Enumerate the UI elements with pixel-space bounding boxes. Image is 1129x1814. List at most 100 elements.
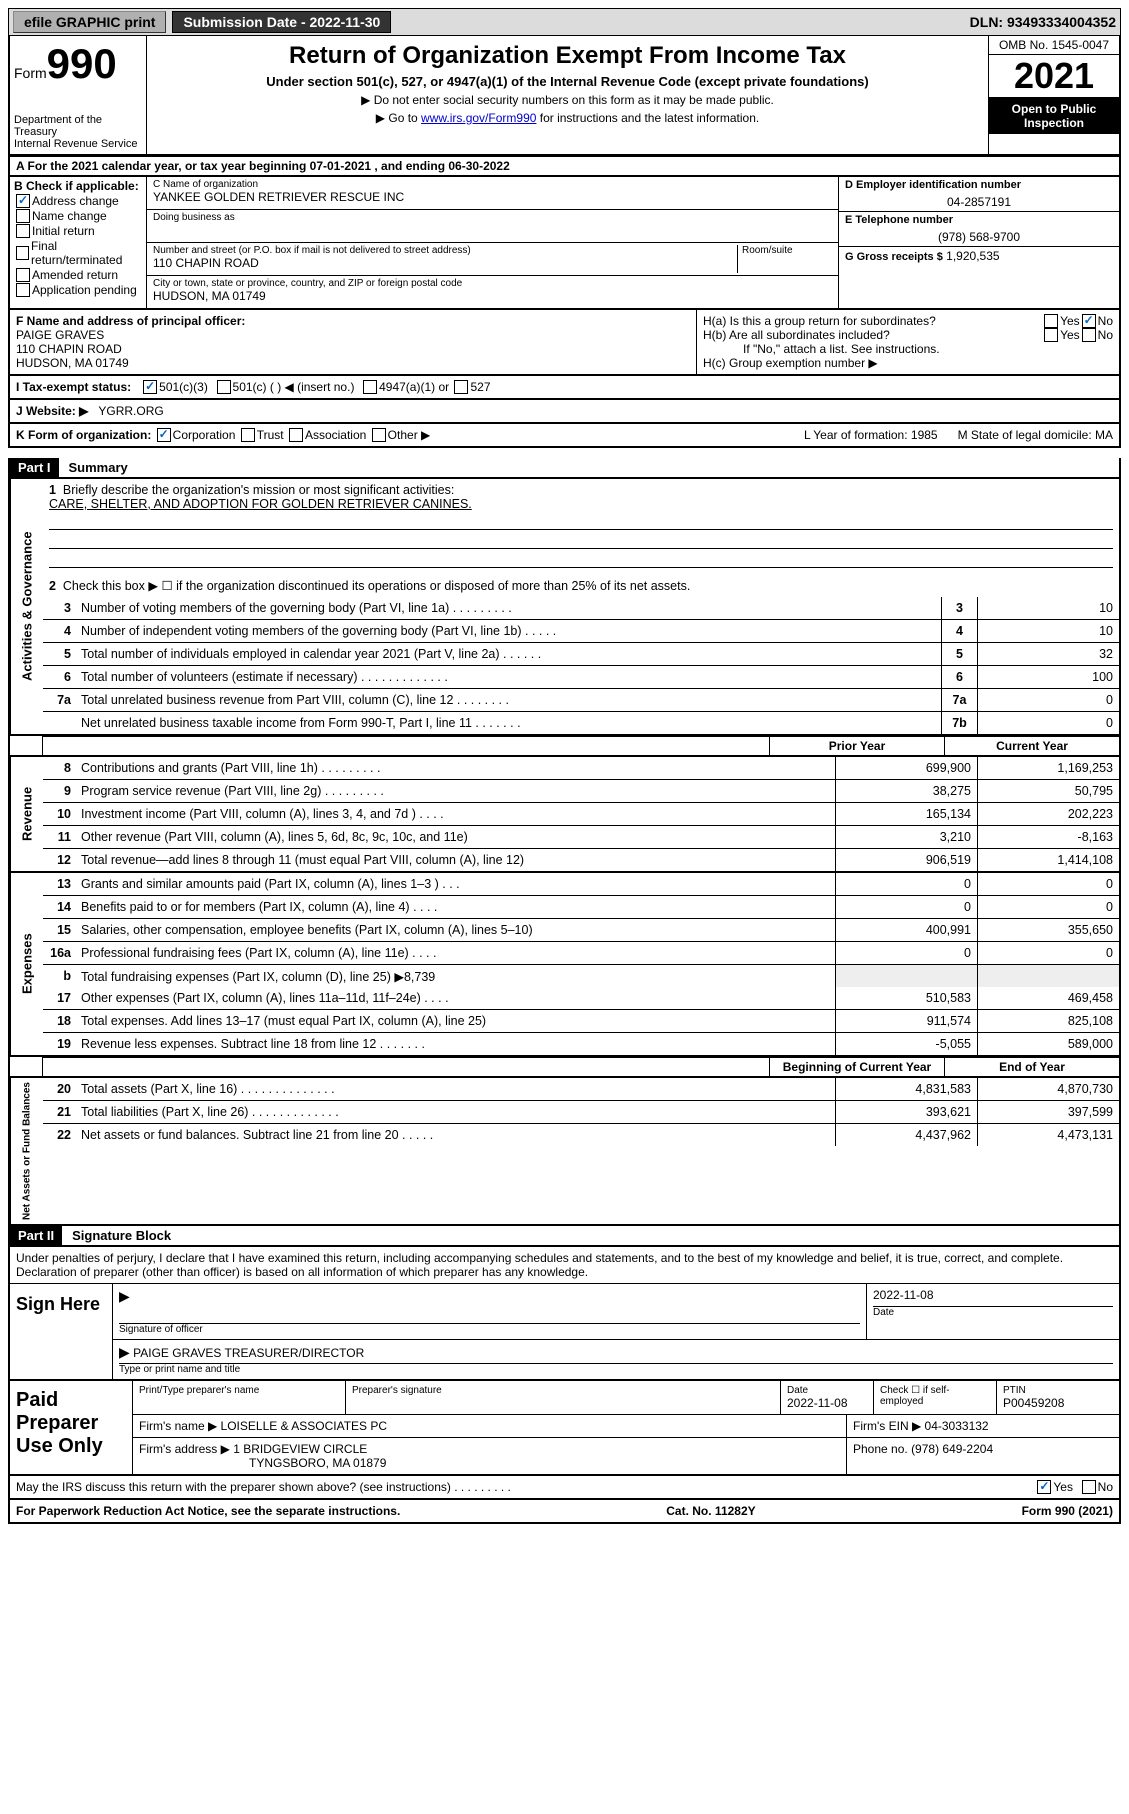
ptin-value: P00459208 [1003, 1396, 1113, 1410]
info-grid: B Check if applicable: Address change Na… [8, 177, 1121, 310]
box-deg: D Employer identification number 04-2857… [839, 177, 1119, 308]
expense-line-14: 14Benefits paid to or for members (Part … [43, 895, 1119, 918]
revenue-line-8: 8Contributions and grants (Part VIII, li… [43, 757, 1119, 779]
governance-section: Activities & Governance 1 Briefly descri… [8, 479, 1121, 736]
vlabel-revenue: Revenue [10, 757, 43, 871]
vlabel-expenses: Expenses [10, 873, 43, 1055]
form-title: Return of Organization Exempt From Incom… [153, 42, 982, 70]
website-row: J Website: ▶ YGRR.ORG [8, 400, 1121, 424]
box-f: F Name and address of principal officer:… [10, 310, 697, 374]
checkbox-application-pending[interactable] [16, 283, 30, 297]
checkbox-association[interactable] [289, 428, 303, 442]
cat-number: Cat. No. 11282Y [666, 1504, 755, 1518]
revenue-header-wrap: Prior Year Current Year [8, 736, 1121, 757]
governance-line-8: Net unrelated business taxable income fr… [43, 711, 1119, 734]
line-1: 1 Briefly describe the organization's mi… [43, 479, 1119, 574]
state-domicile: M State of legal domicile: MA [958, 428, 1113, 442]
ein-value: 04-2857191 [845, 191, 1113, 209]
perjury-disclaimer: Under penalties of perjury, I declare th… [10, 1247, 1119, 1284]
form-version: Form 990 (2021) [1022, 1504, 1113, 1518]
org-street: 110 CHAPIN ROAD [153, 256, 737, 270]
checkbox-discuss-no[interactable] [1082, 1480, 1096, 1494]
officer-addr2: HUDSON, MA 01749 [16, 356, 690, 370]
checkbox-corporation[interactable] [157, 428, 171, 442]
governance-line-4: 4Number of independent voting members of… [43, 619, 1119, 642]
beginning-year-header: Beginning of Current Year [769, 1058, 944, 1076]
checkbox-address-change[interactable] [16, 194, 30, 208]
checkbox-hb-yes[interactable] [1044, 328, 1058, 342]
current-year-header: Current Year [944, 737, 1119, 755]
netassets-line-21: 21Total liabilities (Part X, line 26) . … [43, 1100, 1119, 1123]
checkbox-4947[interactable] [363, 380, 377, 394]
governance-line-6: 6Total number of volunteers (estimate if… [43, 665, 1119, 688]
expenses-section: Expenses 13Grants and similar amounts pa… [8, 873, 1121, 1057]
efile-print-button[interactable]: efile GRAPHIC print [13, 11, 166, 33]
firm-name: LOISELLE & ASSOCIATES PC [221, 1419, 388, 1433]
checkbox-name-change[interactable] [16, 209, 30, 223]
form-990-label: Form990 [14, 40, 142, 88]
expense-line-13: 13Grants and similar amounts paid (Part … [43, 873, 1119, 895]
checkbox-final-return[interactable] [16, 246, 29, 260]
end-year-header: End of Year [944, 1058, 1119, 1076]
checkbox-amended-return[interactable] [16, 268, 30, 282]
revenue-line-11: 11Other revenue (Part VIII, column (A), … [43, 825, 1119, 848]
footer-row: For Paperwork Reduction Act Notice, see … [8, 1500, 1121, 1524]
gross-receipts-value: 1,920,535 [946, 249, 999, 263]
checkbox-trust[interactable] [241, 428, 255, 442]
firm-addr2: TYNGSBORO, MA 01879 [249, 1456, 386, 1470]
part2-label: Part II [10, 1226, 62, 1245]
paid-preparer-block: Paid Preparer Use Only Print/Type prepar… [8, 1381, 1121, 1476]
part1-title: Summary [59, 458, 138, 477]
tax-year: 2021 [989, 55, 1119, 98]
netassets-section: Net Assets or Fund Balances 20Total asse… [8, 1078, 1121, 1226]
efile-topbar: efile GRAPHIC print Submission Date - 20… [8, 8, 1121, 36]
irs-label: Internal Revenue Service [14, 138, 142, 150]
netassets-header-wrap: Beginning of Current Year End of Year [8, 1057, 1121, 1078]
part1-header-row: Part I Summary [8, 458, 1121, 479]
expense-line-15: 15Salaries, other compensation, employee… [43, 918, 1119, 941]
revenue-line-10: 10Investment income (Part VIII, column (… [43, 802, 1119, 825]
part2-header-row: Part II Signature Block [8, 1226, 1121, 1247]
firm-addr1: 1 BRIDGEVIEW CIRCLE [233, 1442, 367, 1456]
dln-label: DLN: 93493334004352 [970, 14, 1116, 30]
checkbox-discuss-yes[interactable] [1037, 1480, 1051, 1494]
revenue-line-9: 9Program service revenue (Part VIII, lin… [43, 779, 1119, 802]
submission-date-button[interactable]: Submission Date - 2022-11-30 [172, 11, 391, 33]
paid-preparer-label: Paid Preparer Use Only [10, 1381, 133, 1474]
checkbox-other-org[interactable] [372, 428, 386, 442]
netassets-line-22: 22Net assets or fund balances. Subtract … [43, 1123, 1119, 1146]
checkbox-501c3[interactable] [143, 380, 157, 394]
governance-line-3: 3Number of voting members of the governi… [43, 597, 1119, 619]
column-headers-revenue: Prior Year Current Year [43, 736, 1119, 755]
firm-ein: 04-3033132 [925, 1419, 989, 1433]
checkbox-501c[interactable] [217, 380, 231, 394]
checkbox-527[interactable] [454, 380, 468, 394]
column-headers-netassets: Beginning of Current Year End of Year [43, 1057, 1119, 1076]
year-formation: L Year of formation: 1985 [804, 428, 938, 442]
expense-line-18: 18Total expenses. Add lines 13–17 (must … [43, 1009, 1119, 1032]
vlabel-governance: Activities & Governance [10, 479, 43, 734]
governance-line-5: 5Total number of individuals employed in… [43, 642, 1119, 665]
expense-line-16a: 16aProfessional fundraising fees (Part I… [43, 941, 1119, 964]
prep-date-value: 2022-11-08 [787, 1396, 867, 1410]
mission-text: CARE, SHELTER, AND ADOPTION FOR GOLDEN R… [49, 497, 472, 511]
form-header: Form990 Department of the Treasury Inter… [8, 36, 1121, 156]
box-h: H(a) Is this a group return for subordin… [697, 310, 1119, 374]
revenue-line-12: 12Total revenue—add lines 8 through 11 (… [43, 848, 1119, 871]
officer-addr1: 110 CHAPIN ROAD [16, 342, 690, 356]
instructions-note: ▶ Go to www.irs.gov/Form990 for instruct… [153, 111, 982, 125]
line-2: 2 Check this box ▶ ☐ if the organization… [43, 574, 1119, 597]
checkbox-ha-no[interactable] [1082, 314, 1096, 328]
checkbox-ha-yes[interactable] [1044, 314, 1058, 328]
dept-treasury-label: Department of the Treasury [14, 114, 142, 138]
period-row: A For the 2021 calendar year, or tax yea… [8, 156, 1121, 177]
paperwork-notice: For Paperwork Reduction Act Notice, see … [16, 1504, 400, 1518]
org-city: HUDSON, MA 01749 [153, 289, 832, 303]
checkbox-hb-no[interactable] [1082, 328, 1096, 342]
expense-line-19: 19Revenue less expenses. Subtract line 1… [43, 1032, 1119, 1055]
governance-line-7: 7aTotal unrelated business revenue from … [43, 688, 1119, 711]
netassets-line-20: 20Total assets (Part X, line 16) . . . .… [43, 1078, 1119, 1100]
irs-form-link[interactable]: www.irs.gov/Form990 [421, 111, 536, 125]
checkbox-initial-return[interactable] [16, 224, 30, 238]
officer-name-title: PAIGE GRAVES TREASURER/DIRECTOR [133, 1346, 364, 1360]
